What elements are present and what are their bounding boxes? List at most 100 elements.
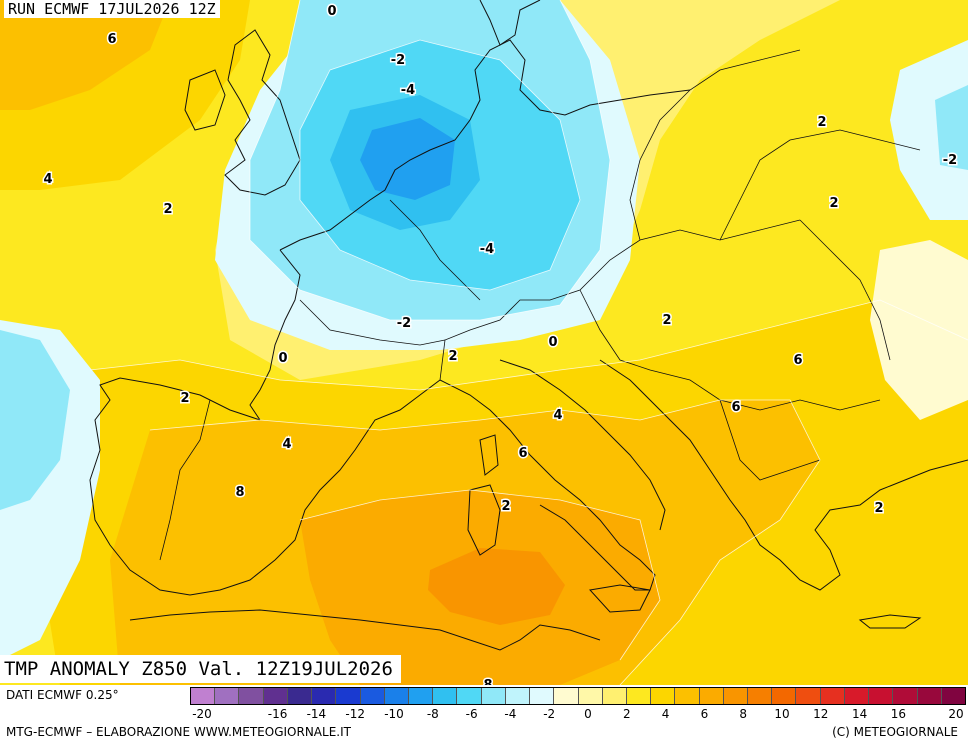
coast-corsica (479, 434, 499, 476)
border-3 (629, 49, 801, 241)
isolines (89, 0, 968, 685)
color-scale-label: 16 (890, 707, 907, 721)
contour-label: 0 (548, 335, 557, 350)
color-scale-label: 0 (584, 707, 592, 721)
color-scale-label: -12 (345, 707, 365, 721)
contour-label: 8 (483, 678, 492, 685)
anomaly-map: 0 6 -2 -4 4 2 2 -2 2 -4 -2 0 2 0 2 2 4 4 6 6 6 8 2 2 8 (0, 0, 968, 685)
color-scale-label: -2 (543, 707, 556, 721)
contour-label: 4 (553, 408, 562, 423)
contour-label: -4 (401, 83, 415, 98)
color-scale-cell (481, 688, 506, 704)
contour-labels: 0 6 -2 -4 4 2 2 -2 2 -4 -2 0 2 0 2 2 4 4 6 6 6 8 2 2 8 (42, 3, 959, 686)
contour-label: 2 (180, 391, 189, 406)
color-scale-label: 20 (948, 707, 964, 721)
contour-label: 2 (662, 313, 671, 328)
color-scale-label: 8 (739, 707, 748, 721)
color-scale-cell (263, 688, 288, 704)
color-scale-cell (360, 688, 385, 704)
contour-label: 2 (501, 499, 510, 514)
isoline-1 (249, 0, 611, 321)
color-scale-cell (384, 688, 409, 704)
color-scale-label: -4 (504, 707, 517, 721)
contour-label: 2 (817, 115, 826, 130)
coast-continent (279, 39, 691, 251)
east-cool-2 (935, 85, 968, 170)
border-6 (389, 199, 481, 301)
coast-africa (129, 609, 601, 651)
color-scale-cell (312, 688, 337, 704)
color-scale-cell (723, 688, 749, 704)
color-scale-cell (941, 688, 965, 704)
east-cool-0 (890, 40, 968, 220)
contour-label: 0 (278, 351, 287, 366)
color-scale-label: 10 (774, 707, 790, 721)
color-scale-cell (336, 688, 361, 704)
color-scale-cell (602, 688, 627, 704)
color-scale-cell (287, 688, 313, 704)
color-scale-labels: -20 -16 -14 -12 -10 -8 -6 -4 -2 0 2 4 6 8 10 12 14 16 20 (190, 707, 966, 723)
color-scale-cell (772, 688, 797, 704)
contour-label: 8 (235, 485, 244, 500)
color-scale-cell (893, 688, 918, 704)
color-scale-label: 4 (661, 707, 670, 721)
contour-label: -4 (480, 242, 494, 257)
color-scale-cell (626, 688, 652, 704)
coast-crete (858, 614, 922, 629)
contour-label: -2 (397, 316, 411, 331)
border-9 (799, 219, 891, 361)
coast-ireland (184, 69, 226, 131)
color-scale-cell (796, 688, 821, 704)
color-scale-cell (408, 688, 434, 704)
color-scale-cell (215, 688, 240, 704)
warm-band-10 (428, 548, 565, 625)
contour-label: 6 (793, 353, 802, 368)
color-scale-label: -8 (426, 707, 439, 721)
color-scale-label: 12 (813, 707, 829, 721)
contour-label: 6 (107, 32, 116, 47)
coast-britain (224, 29, 301, 196)
coast-sicily (589, 584, 651, 613)
contour-label: 0 (327, 4, 336, 19)
borders (159, 49, 921, 561)
footer: DATI ECMWF 0.25° -20 -16 -14 -12 -10 -8 -6 -4 -2… (0, 685, 968, 745)
color-scale-cell (554, 688, 579, 704)
border-7 (159, 399, 211, 561)
east-pale (870, 240, 968, 420)
color-scale-label: 6 (700, 707, 709, 721)
color-scale-cell (844, 688, 870, 704)
color-scale-cell (748, 688, 773, 704)
contour-label: 4 (282, 437, 291, 452)
border-4 (719, 129, 921, 241)
contour-label: 2 (829, 196, 838, 211)
contour-label: 6 (518, 446, 527, 461)
color-scale-cell (530, 688, 555, 704)
color-scale-cell (191, 688, 216, 704)
cold-core (360, 118, 455, 200)
source-label: DATI ECMWF 0.25° (6, 688, 119, 702)
border-2 (579, 289, 881, 411)
color-scale-cell (505, 688, 531, 704)
color-scale (190, 687, 966, 705)
coast-sardinia (467, 484, 501, 556)
credit-label: MTG-ECMWF – ELABORAZIONE WWW.METEOGIORNA… (6, 725, 351, 739)
color-scale-cell (820, 688, 845, 704)
color-scale-label: -16 (267, 707, 288, 721)
coast-italy-east (499, 359, 666, 531)
contour-label: 2 (163, 202, 172, 217)
color-scale-label: -6 (465, 707, 478, 721)
contour-label: -2 (391, 53, 405, 68)
color-scale-cell (239, 688, 264, 704)
border-5 (299, 299, 446, 346)
coast-france-west (249, 249, 301, 421)
coast-iberia (89, 377, 441, 596)
contour-label: 6 (731, 400, 740, 415)
color-scale-label: -14 (306, 707, 327, 721)
border-8 (719, 399, 821, 481)
color-scale-cell (578, 688, 603, 704)
coastlines (89, 0, 968, 651)
color-scale-cell (869, 688, 894, 704)
color-scale-cell (457, 688, 482, 704)
map-title: TMP ANOMALY Z850 Val. 12Z19JUL2026 (0, 655, 401, 683)
contour-label: -2 (943, 153, 957, 168)
